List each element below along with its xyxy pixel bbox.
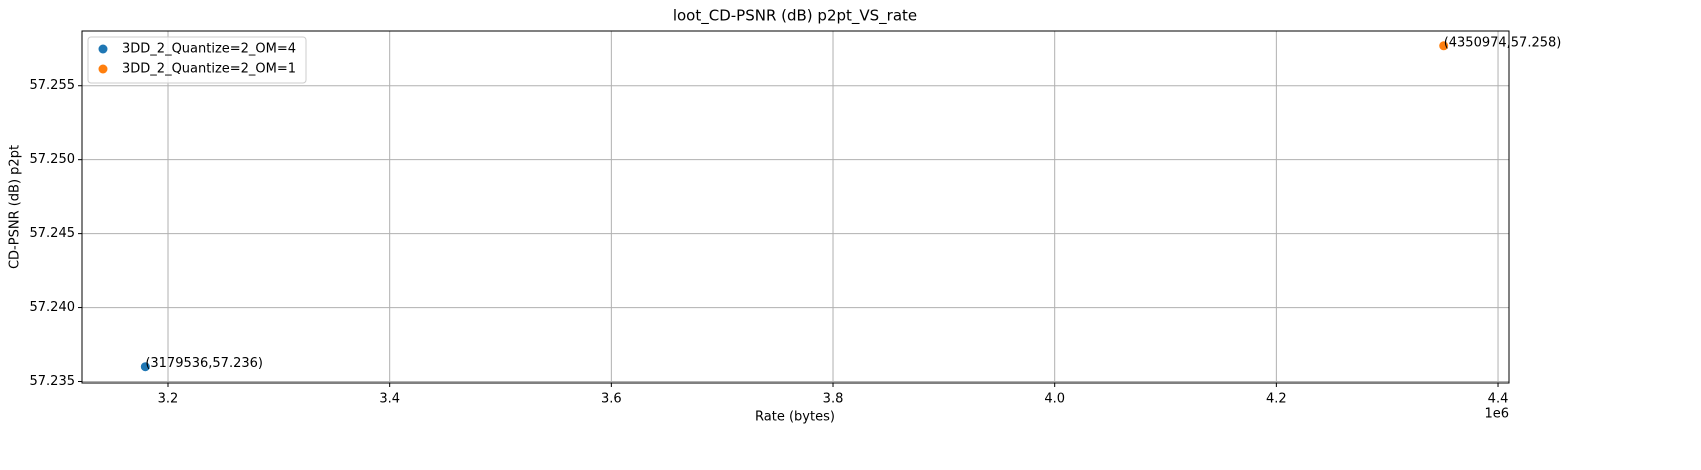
- x-tick-label: 3.8: [823, 392, 844, 407]
- x-tick-label: 4.2: [1266, 392, 1287, 407]
- legend-marker: [98, 64, 108, 74]
- data-label: (4350974,57.258): [1444, 35, 1562, 50]
- legend: 3DD_2_Quantize=2_OM=4 3DD_2_Quantize=2_OM…: [87, 36, 307, 84]
- x-offset-label: 1e6: [1484, 407, 1509, 422]
- plot-frame: [81, 30, 1510, 384]
- y-tick-label: 57.235: [30, 374, 76, 389]
- x-axis-label: Rate (bytes): [755, 410, 835, 425]
- y-axis-label: CD-PSNR (dB) p2pt: [8, 145, 23, 269]
- y-tick-label: 57.255: [30, 78, 76, 93]
- y-tick-label: 57.245: [30, 226, 76, 241]
- legend-label: 3DD_2_Quantize=2_OM=4: [122, 42, 296, 57]
- x-tick-label: 4.4: [1488, 392, 1509, 407]
- x-tick-label: 3.2: [158, 392, 179, 407]
- chart-title: loot_CD-PSNR (dB) p2pt_VS_rate: [673, 7, 917, 26]
- legend-label: 3DD_2_Quantize=2_OM=1: [122, 62, 296, 77]
- data-label: (3179536,57.236): [145, 356, 263, 371]
- x-tick-label: 4.0: [1044, 392, 1065, 407]
- x-tick-label: 3.4: [379, 392, 400, 407]
- point: [1439, 41, 1449, 51]
- x-tick-label: 3.6: [601, 392, 622, 407]
- y-tick-label: 57.240: [30, 300, 76, 315]
- point: [140, 362, 150, 372]
- y-tick-label: 57.250: [30, 152, 76, 167]
- legend-marker: [98, 44, 108, 54]
- legend-box: [87, 36, 307, 84]
